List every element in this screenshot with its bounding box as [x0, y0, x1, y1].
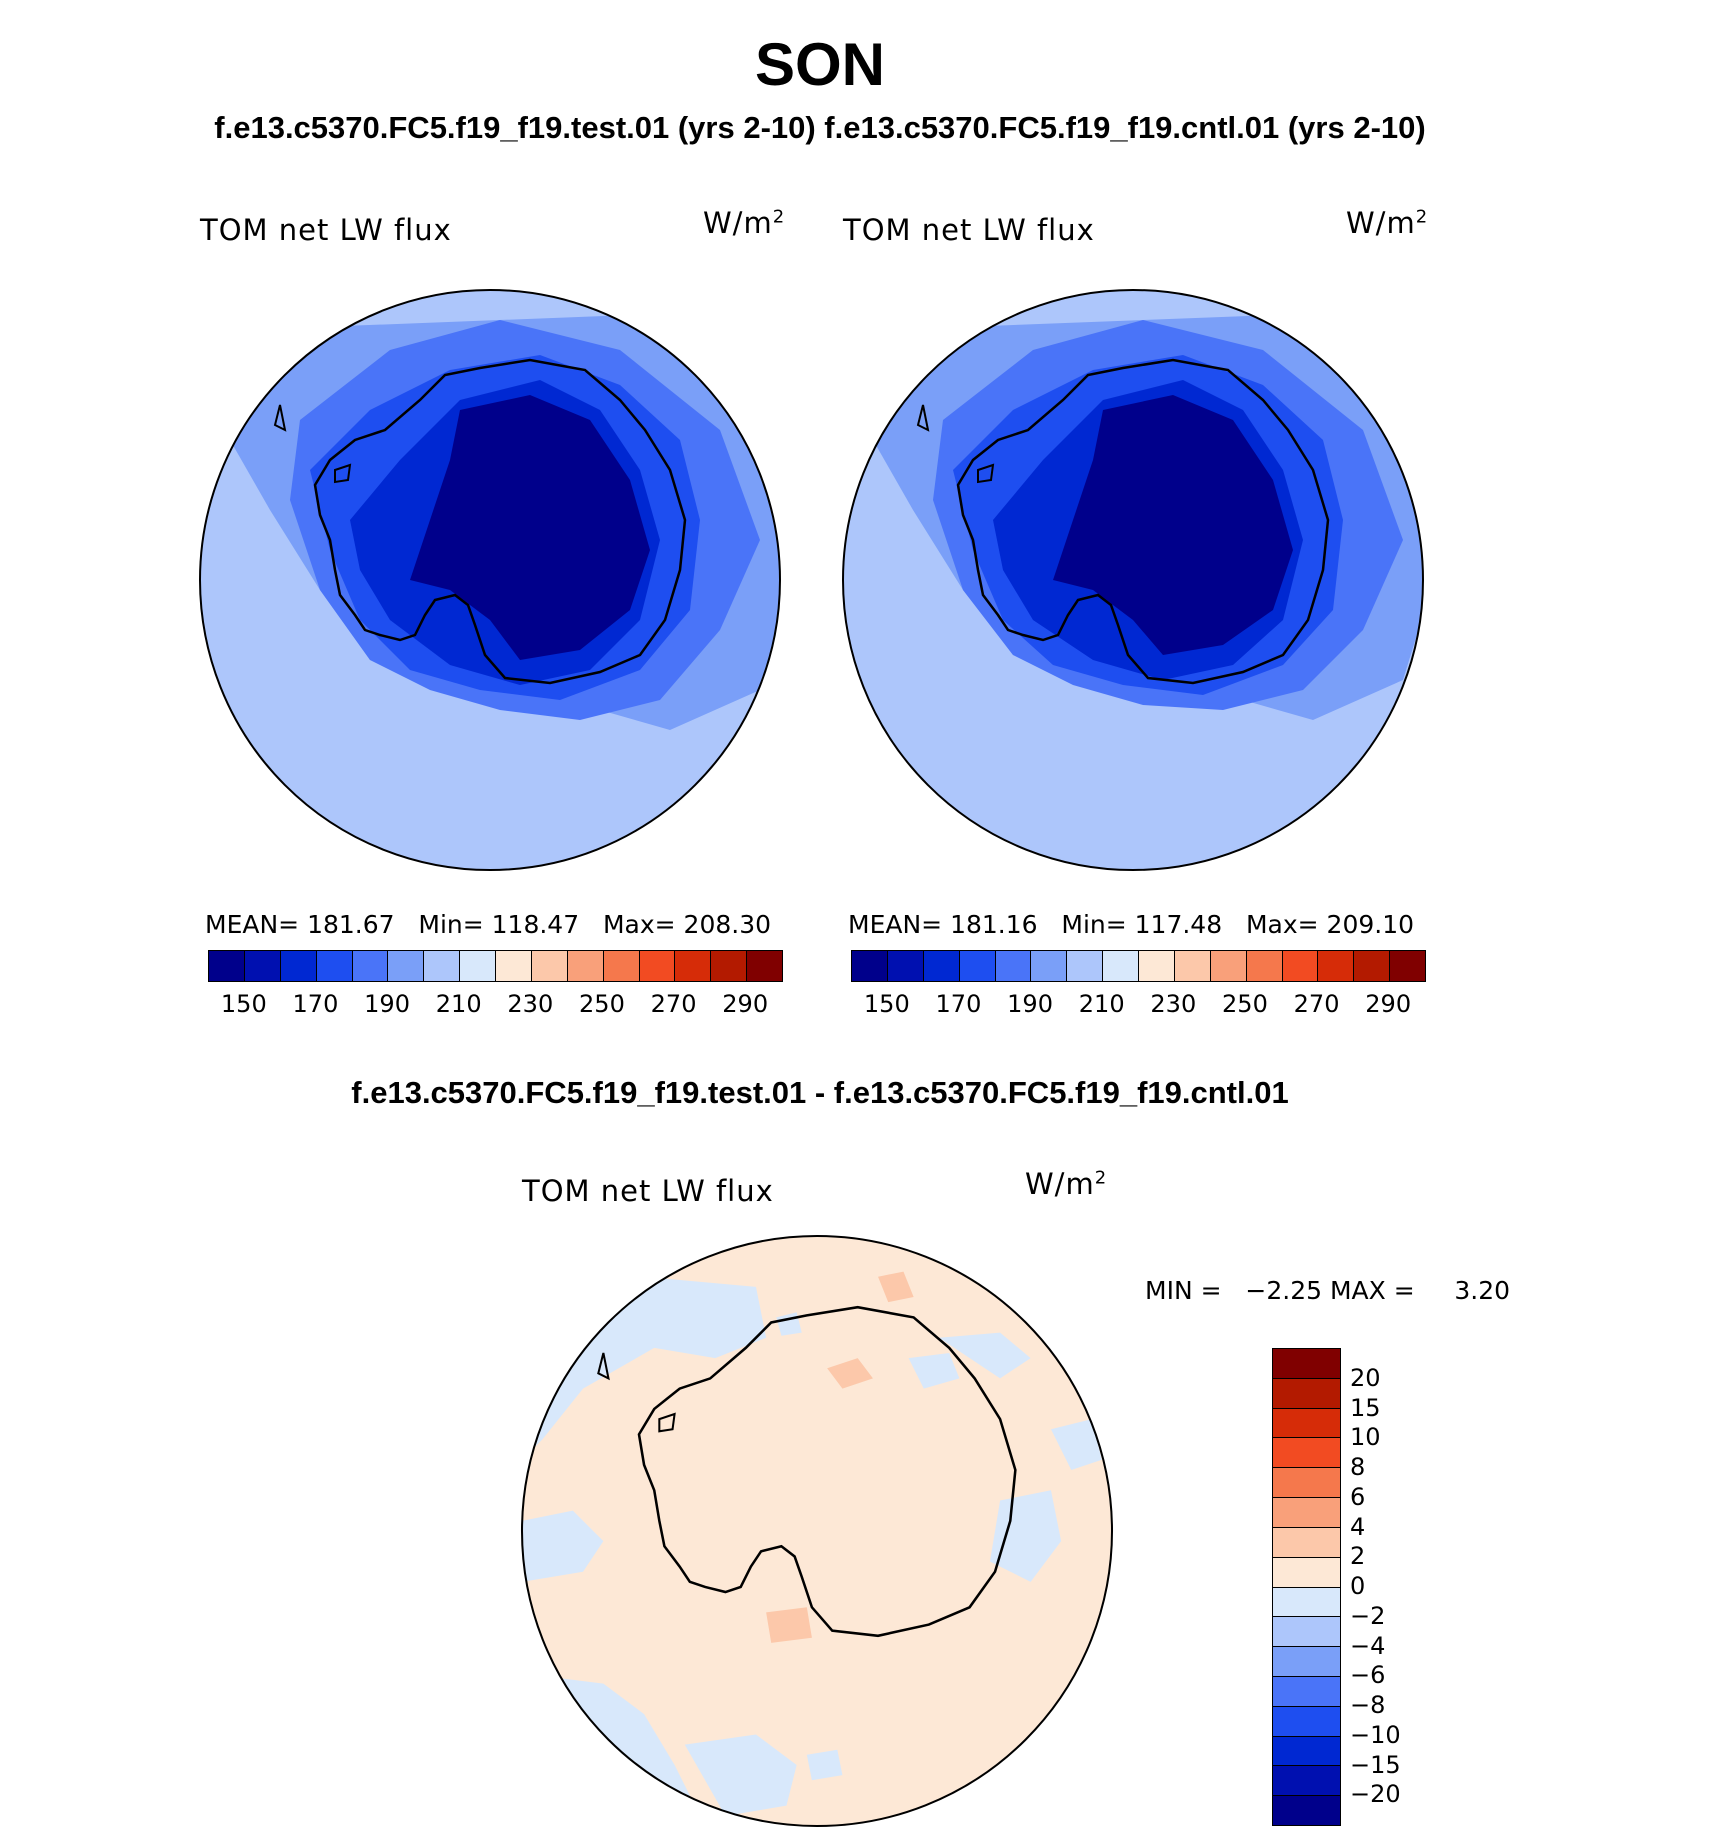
colorbar-tick-label: 270 [650, 990, 697, 1018]
colorbar-tick-label: 170 [292, 990, 339, 1018]
colorbar-swatch [1273, 1587, 1340, 1618]
colorbar-tick-label: 10 [1350, 1423, 1381, 1452]
colorbar-swatch [531, 951, 568, 981]
panel-test-map [199, 289, 781, 871]
colorbar-swatch [852, 951, 888, 981]
colorbar-tick-label: −4 [1350, 1631, 1386, 1660]
panel-test-variable-label: TOM net LW flux [200, 213, 452, 247]
colorbar-swatch [1318, 951, 1355, 981]
colorbar-swatch [1246, 951, 1283, 981]
colorbar-swatch [352, 951, 389, 981]
colorbar-swatch [316, 951, 353, 981]
colorbar-swatch [496, 951, 532, 981]
colorbar-tick-label: 8 [1350, 1453, 1366, 1481]
colorbar-swatch [1273, 1527, 1340, 1558]
colorbar-swatch [1273, 1647, 1340, 1677]
colorbar-tick-label: 290 [722, 990, 769, 1018]
panel-cntl-units: W/m2 [1346, 206, 1429, 240]
colorbar-tick-label: 15 [1350, 1393, 1381, 1422]
colorbar-tick-label: 250 [579, 990, 625, 1018]
panel-cntl-map [842, 289, 1424, 871]
colorbar-tick-label: 230 [1150, 990, 1197, 1018]
colorbar-swatch [388, 951, 425, 981]
colorbar-swatch [244, 951, 281, 981]
colorbar-swatch [280, 951, 317, 981]
colorbar-tick-label: −10 [1350, 1720, 1401, 1749]
colorbar-tick-label: 210 [435, 990, 482, 1018]
colorbar-swatch [1390, 951, 1425, 981]
colorbar-tick-label: −2 [1350, 1601, 1386, 1630]
colorbar-tick-label: −8 [1350, 1691, 1386, 1719]
colorbar-swatch [424, 951, 461, 981]
colorbar-tick-label: 190 [364, 990, 410, 1018]
colorbar-tick-label: 290 [1365, 990, 1412, 1018]
difference-subtitle: f.e13.c5370.FC5.f19_f19.test.01 - f.e13.… [351, 1075, 1289, 1110]
diff-colorbar [1272, 1348, 1341, 1826]
colorbar-swatch [887, 951, 924, 981]
diff-units: W/m2 [1025, 1167, 1108, 1201]
panel-test-stats: MEAN= 181.67 Min= 118.47 Max= 208.30 [205, 910, 772, 939]
colorbar-swatch [1273, 1796, 1340, 1825]
colorbar-swatch [923, 951, 960, 981]
colorbar-swatch [1354, 951, 1391, 981]
panel-cntl-colorbar [851, 950, 1426, 982]
colorbar-swatch [1273, 1498, 1340, 1528]
colorbar-tick-label: 150 [220, 990, 267, 1018]
colorbar-swatch [1282, 951, 1319, 981]
colorbar-tick-label: −6 [1350, 1661, 1386, 1690]
colorbar-swatch [1273, 1706, 1340, 1737]
colorbar-tick-label: 2 [1350, 1542, 1366, 1571]
colorbar-swatch [603, 951, 640, 981]
colorbar-swatch [209, 951, 245, 981]
colorbar-tick-label: 230 [507, 990, 554, 1018]
colorbar-swatch [1210, 951, 1247, 981]
colorbar-swatch [1031, 951, 1068, 981]
colorbar-swatch [1273, 1557, 1340, 1588]
diff-variable-label: TOM net LW flux [522, 1174, 774, 1208]
colorbar-tick-label: 4 [1350, 1512, 1366, 1541]
colorbar-swatch [1273, 1408, 1340, 1439]
colorbar-swatch [639, 951, 676, 981]
top-subtitle: f.e13.c5370.FC5.f19_f19.test.01 (yrs 2-1… [214, 110, 1426, 145]
colorbar-swatch [1067, 951, 1104, 981]
colorbar-swatch [1273, 1736, 1340, 1767]
colorbar-tick-label: −20 [1350, 1780, 1401, 1809]
colorbar-swatch [1273, 1617, 1340, 1648]
figure-title: SON [754, 31, 886, 98]
colorbar-tick-label: 6 [1350, 1482, 1366, 1511]
colorbar-tick-label: 270 [1293, 990, 1340, 1018]
colorbar-swatch [1273, 1349, 1340, 1379]
colorbar-swatch [1273, 1676, 1340, 1707]
colorbar-swatch [747, 951, 782, 981]
colorbar-tick-label: 0 [1350, 1572, 1366, 1600]
colorbar-swatch [1273, 1438, 1340, 1469]
panel-cntl-stats: MEAN= 181.16 Min= 117.48 Max= 209.10 [848, 910, 1415, 939]
colorbar-swatch [1174, 951, 1211, 981]
colorbar-swatch [1273, 1766, 1340, 1797]
colorbar-tick-label: 250 [1222, 990, 1268, 1018]
colorbar-swatch [1103, 951, 1139, 981]
colorbar-swatch [1139, 951, 1175, 981]
panel-test-colorbar [208, 950, 783, 982]
colorbar-tick-label: 210 [1078, 990, 1125, 1018]
colorbar-swatch [567, 951, 604, 981]
colorbar-tick-label: 20 [1350, 1363, 1381, 1392]
diff-map [520, 1234, 1114, 1828]
panel-cntl-variable-label: TOM net LW flux [843, 213, 1095, 247]
colorbar-tick-label: 190 [1007, 990, 1053, 1018]
colorbar-swatch [959, 951, 996, 981]
colorbar-tick-label: −15 [1350, 1750, 1401, 1779]
colorbar-swatch [1273, 1378, 1340, 1409]
colorbar-tick-label: 150 [863, 990, 910, 1018]
colorbar-swatch [711, 951, 748, 981]
colorbar-tick-label: 170 [935, 990, 982, 1018]
colorbar-swatch [995, 951, 1032, 981]
colorbar-swatch [460, 951, 496, 981]
colorbar-swatch [1273, 1468, 1340, 1499]
diff-min-max: MIN = −2.25 MAX = 3.20 [1145, 1276, 1511, 1305]
colorbar-swatch [675, 951, 712, 981]
panel-test-units: W/m2 [703, 206, 786, 240]
